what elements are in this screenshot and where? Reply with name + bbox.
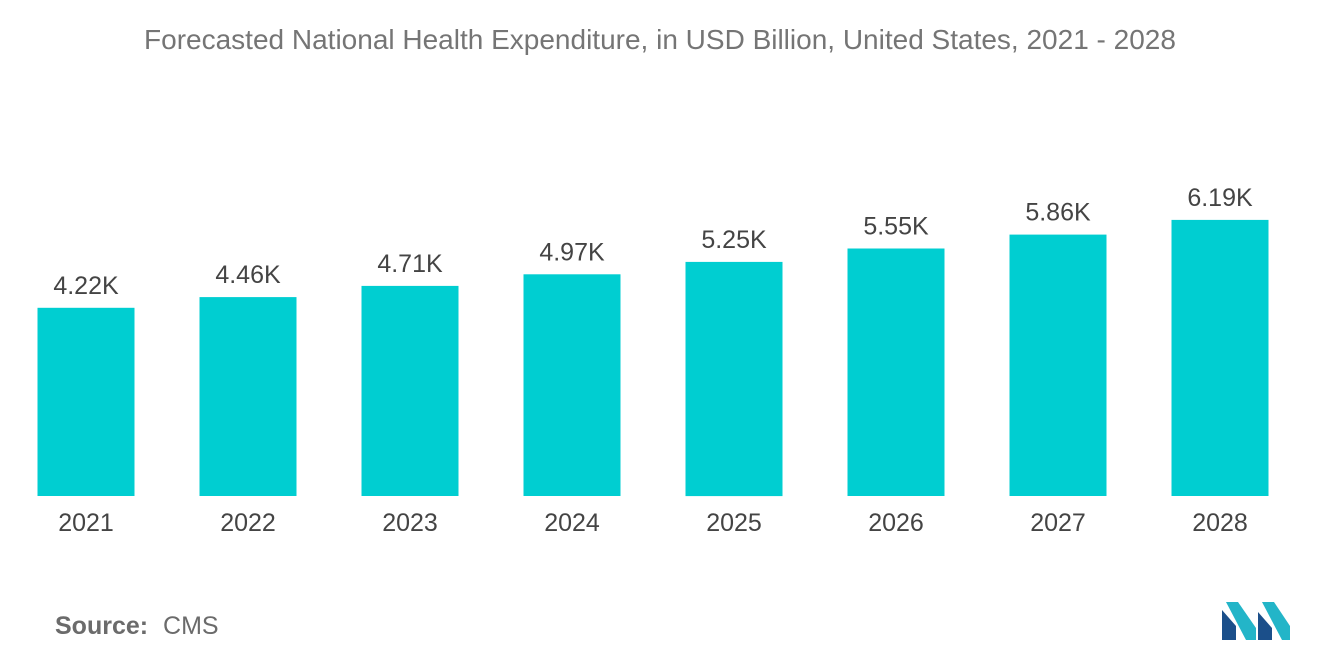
x-tick-label-2026: 2026 bbox=[868, 509, 924, 537]
data-label-2028: 6.19K bbox=[1187, 184, 1253, 212]
data-label-2026: 5.55K bbox=[863, 213, 929, 241]
bar-chart: 4.22K 2021 4.46K 2022 4.71K 2023 4.97K 2024 5.25… bbox=[37, 184, 1269, 537]
data-label-2027: 5.86K bbox=[1025, 199, 1091, 227]
bar-2026 bbox=[847, 248, 945, 496]
data-label-2023: 4.71K bbox=[377, 250, 443, 278]
source-value: CMS bbox=[163, 612, 219, 640]
x-tick-label-2025: 2025 bbox=[706, 509, 762, 537]
data-label-2021: 4.22K bbox=[53, 272, 119, 300]
bar-2025 bbox=[685, 261, 783, 497]
bar-2022 bbox=[199, 297, 297, 496]
data-label-2024: 4.97K bbox=[539, 238, 605, 266]
mordor-intelligence-logo-icon bbox=[1222, 602, 1290, 640]
x-tick-label-2024: 2024 bbox=[544, 509, 600, 537]
x-tick-label-2023: 2023 bbox=[382, 509, 438, 537]
x-tick-label-2027: 2027 bbox=[1030, 509, 1086, 537]
x-tick-label-2021: 2021 bbox=[58, 509, 114, 537]
bar-2021 bbox=[37, 307, 135, 496]
chart-title: Forecasted National Health Expenditure, … bbox=[144, 24, 1176, 55]
bar-2024 bbox=[523, 274, 621, 496]
bar-2027 bbox=[1009, 234, 1107, 496]
data-label-2025: 5.25K bbox=[701, 226, 767, 254]
bar-2028 bbox=[1171, 219, 1269, 496]
bar-2023 bbox=[361, 285, 459, 496]
source-note: Source: CMS bbox=[55, 612, 219, 641]
data-label-2022: 4.46K bbox=[215, 261, 281, 289]
x-tick-label-2022: 2022 bbox=[220, 509, 276, 537]
x-tick-label-2028: 2028 bbox=[1192, 509, 1248, 537]
source-label: Source: bbox=[55, 612, 149, 640]
